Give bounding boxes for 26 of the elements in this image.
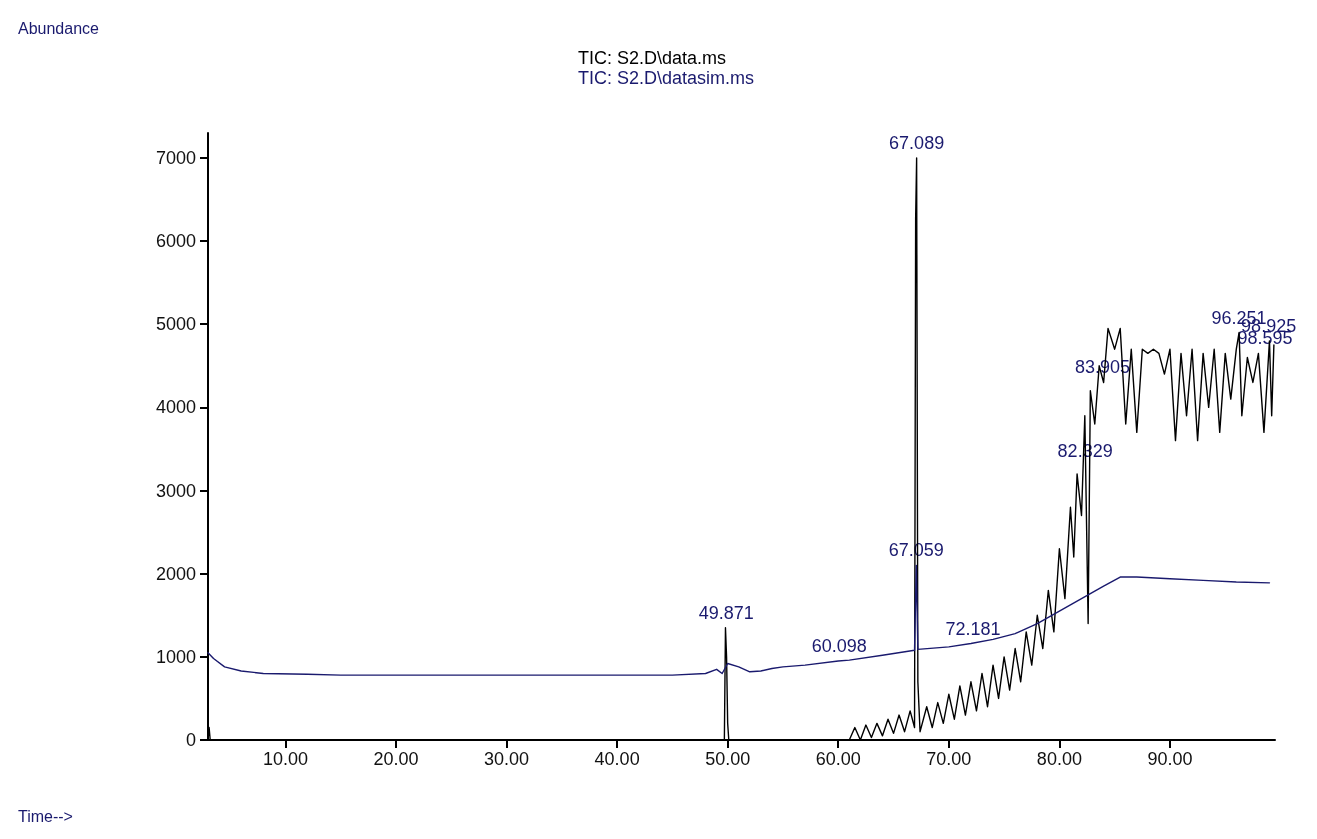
- text: TIC: S2.D\data.ms: [578, 48, 727, 68]
- x-tick-label: 90.00: [1147, 749, 1193, 769]
- text: Time-->: [18, 807, 73, 825]
- annotation: 49.871: [698, 602, 754, 623]
- annotation: 67.089: [889, 132, 945, 153]
- x-tick-label: 70.00: [926, 749, 972, 769]
- y-tick-label: 0: [185, 730, 196, 750]
- y-tick-label: 4000: [155, 397, 196, 418]
- y-tick-label: 1000: [155, 646, 196, 667]
- x-tick-label: 60.00: [815, 749, 861, 769]
- annotation: 60.098: [811, 636, 867, 657]
- y-tick-label: 3000: [155, 480, 196, 501]
- y-tick-label: 7000: [155, 147, 196, 168]
- text: Abundance: [18, 19, 100, 37]
- y-tick-label: 5000: [155, 314, 196, 335]
- y-tick-label: 6000: [155, 231, 196, 252]
- x-tick-label: 30.00: [484, 749, 530, 769]
- x-tick-label: 10.00: [262, 749, 308, 769]
- x-tick-label: 40.00: [594, 749, 640, 769]
- text: TIC: S2.D\datasim.ms: [578, 68, 755, 88]
- annotation: 72.181: [945, 618, 1001, 639]
- x-tick-label: 80.00: [1036, 749, 1082, 769]
- x-tick-label: 50.00: [705, 749, 751, 769]
- x-tick-label: 20.00: [373, 749, 419, 769]
- y-tick-label: 2000: [155, 563, 196, 584]
- line-series: [207, 564, 1271, 676]
